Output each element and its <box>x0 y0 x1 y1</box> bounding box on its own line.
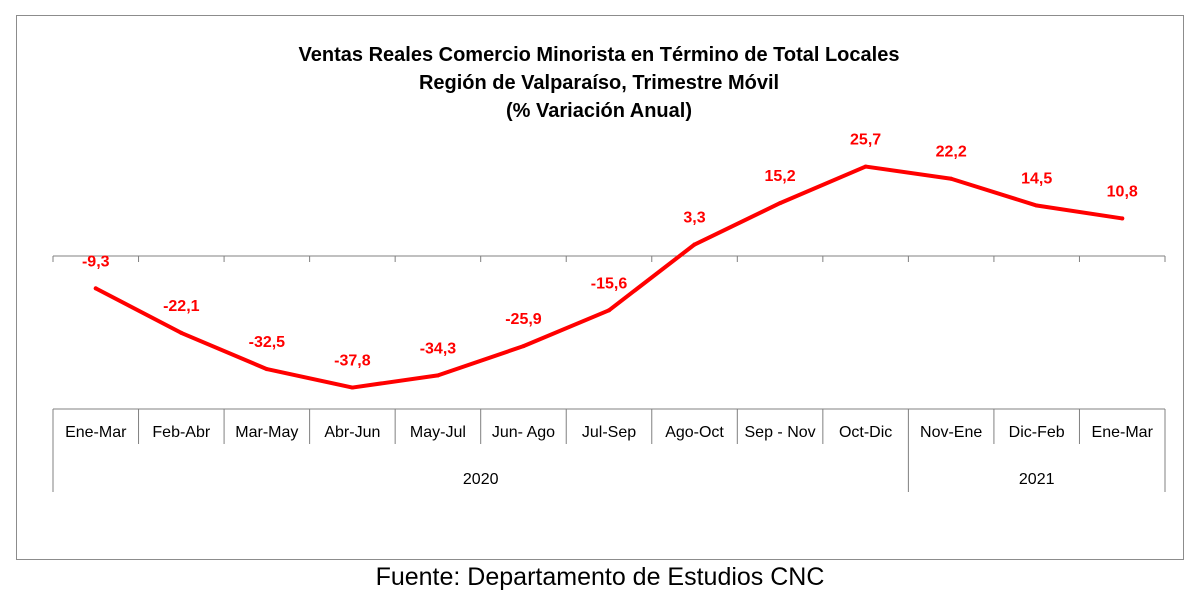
category-tick-label: Dic-Feb <box>1009 424 1065 441</box>
year-group-label: 2020 <box>463 471 499 488</box>
data-point <box>179 330 184 335</box>
data-label: 3,3 <box>683 210 705 227</box>
category-tick-label: Oct-Dic <box>839 424 892 441</box>
chart-title-line-3: (% Variación Anual) <box>506 100 692 122</box>
data-label: -34,3 <box>420 340 457 357</box>
data-label: 25,7 <box>850 132 881 149</box>
category-tick-label: May-Jul <box>410 424 466 441</box>
data-label: -22,1 <box>163 298 200 315</box>
data-point <box>264 367 269 372</box>
chart-title: Ventas Reales Comercio Minorista en Térm… <box>299 44 900 122</box>
category-tick-label: Ene-Mar <box>65 424 127 441</box>
data-point <box>435 373 440 378</box>
data-point <box>607 308 611 313</box>
data-point <box>949 176 954 181</box>
category-tick-label: Abr-Jun <box>324 424 380 441</box>
data-label: -9,3 <box>82 253 110 270</box>
category-tick-label: Feb-Abr <box>152 424 210 441</box>
category-tick-label: Mar-May <box>235 424 298 441</box>
data-label: 10,8 <box>1107 183 1138 200</box>
data-point <box>1120 216 1125 221</box>
data-point <box>93 286 98 291</box>
data-point <box>1034 203 1039 208</box>
data-point <box>521 344 526 349</box>
data-label: -32,5 <box>249 334 286 351</box>
category-tick-label: Jun- Ago <box>492 424 555 441</box>
data-point <box>692 242 697 247</box>
data-label: -15,6 <box>591 275 628 292</box>
data-label: -37,8 <box>334 353 371 370</box>
category-tick-label: Nov-Ene <box>920 424 982 441</box>
chart-title-line-1: Ventas Reales Comercio Minorista en Térm… <box>299 44 900 66</box>
plot-area: Ene-Mar Feb-Abr Mar-May Abr-Jun May-Jul Jun- … <box>52 132 1166 492</box>
data-point <box>778 201 783 206</box>
data-label: 14,5 <box>1021 171 1052 188</box>
line-chart: Ventas Reales Comercio Minorista en Térm… <box>52 44 1166 492</box>
data-label: -25,9 <box>505 311 542 328</box>
category-tick-label: Ago-Oct <box>665 424 724 441</box>
chart-title-line-2: Región de Valparaíso, Trimestre Móvil <box>419 72 779 94</box>
year-group-label: 2021 <box>1019 471 1055 488</box>
chart-frame: Ventas Reales Comercio Minorista en Térm… <box>16 15 1184 560</box>
category-tick-label: Jul-Sep <box>582 424 636 441</box>
data-label: 22,2 <box>936 144 967 161</box>
category-tick-label: Ene-Mar <box>1092 424 1154 441</box>
data-point <box>863 164 868 169</box>
category-tick-label: Sep - Nov <box>745 424 816 441</box>
data-label: 15,2 <box>765 168 796 185</box>
data-point <box>350 385 355 390</box>
source-note: Fuente: Departamento de Estudios CNC <box>375 563 825 591</box>
